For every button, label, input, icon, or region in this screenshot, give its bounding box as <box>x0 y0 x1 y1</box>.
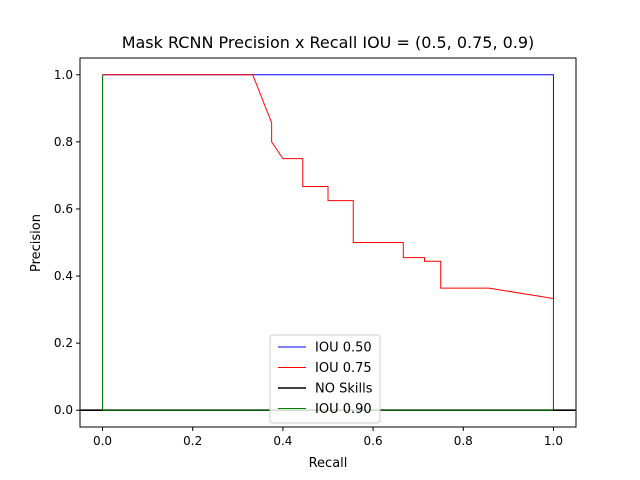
x-tick-label: 0.6 <box>364 434 383 448</box>
legend-box <box>269 334 381 424</box>
legend-label-iou-0-90: IOU 0.90 <box>315 402 372 417</box>
y-tick-label: 0.2 <box>54 336 73 350</box>
series-line-iou-0-75 <box>102 74 554 411</box>
chart-title: Mask RCNN Precision x Recall IOU = (0.5,… <box>122 33 535 52</box>
y-tick-label: 0.6 <box>54 202 73 216</box>
x-tick-label: 0.8 <box>454 434 473 448</box>
plot-frame <box>79 57 577 428</box>
y-tick-label: 0.4 <box>54 269 73 283</box>
x-tick-label: 0.4 <box>273 434 292 448</box>
legend-label-no-skills: NO Skills <box>315 382 373 397</box>
x-tick-label: 1.0 <box>544 434 563 448</box>
y-tick-label: 1.0 <box>54 68 73 82</box>
x-tick-label: 0.0 <box>93 434 112 448</box>
y-axis-label: Precision <box>29 214 44 272</box>
x-tick-label: 0.2 <box>183 434 202 448</box>
y-tick-label: 0.0 <box>54 403 73 417</box>
legend-label-iou-0-50: IOU 0.50 <box>315 341 372 356</box>
ticks-layer: 0.0 0.2 0.4 0.6 0.8 1.0 0.0 0.2 0.4 0.6 0.8 1.0 <box>54 68 563 448</box>
legend-label-iou-0-75: IOU 0.75 <box>315 361 372 376</box>
legend: IOU 0.50 IOU 0.75 NO Skills IOU 0.90 <box>269 334 381 424</box>
series-line-iou-0-90 <box>102 74 554 411</box>
x-axis-label: Recall <box>309 456 348 471</box>
y-tick-label: 0.8 <box>54 135 73 149</box>
